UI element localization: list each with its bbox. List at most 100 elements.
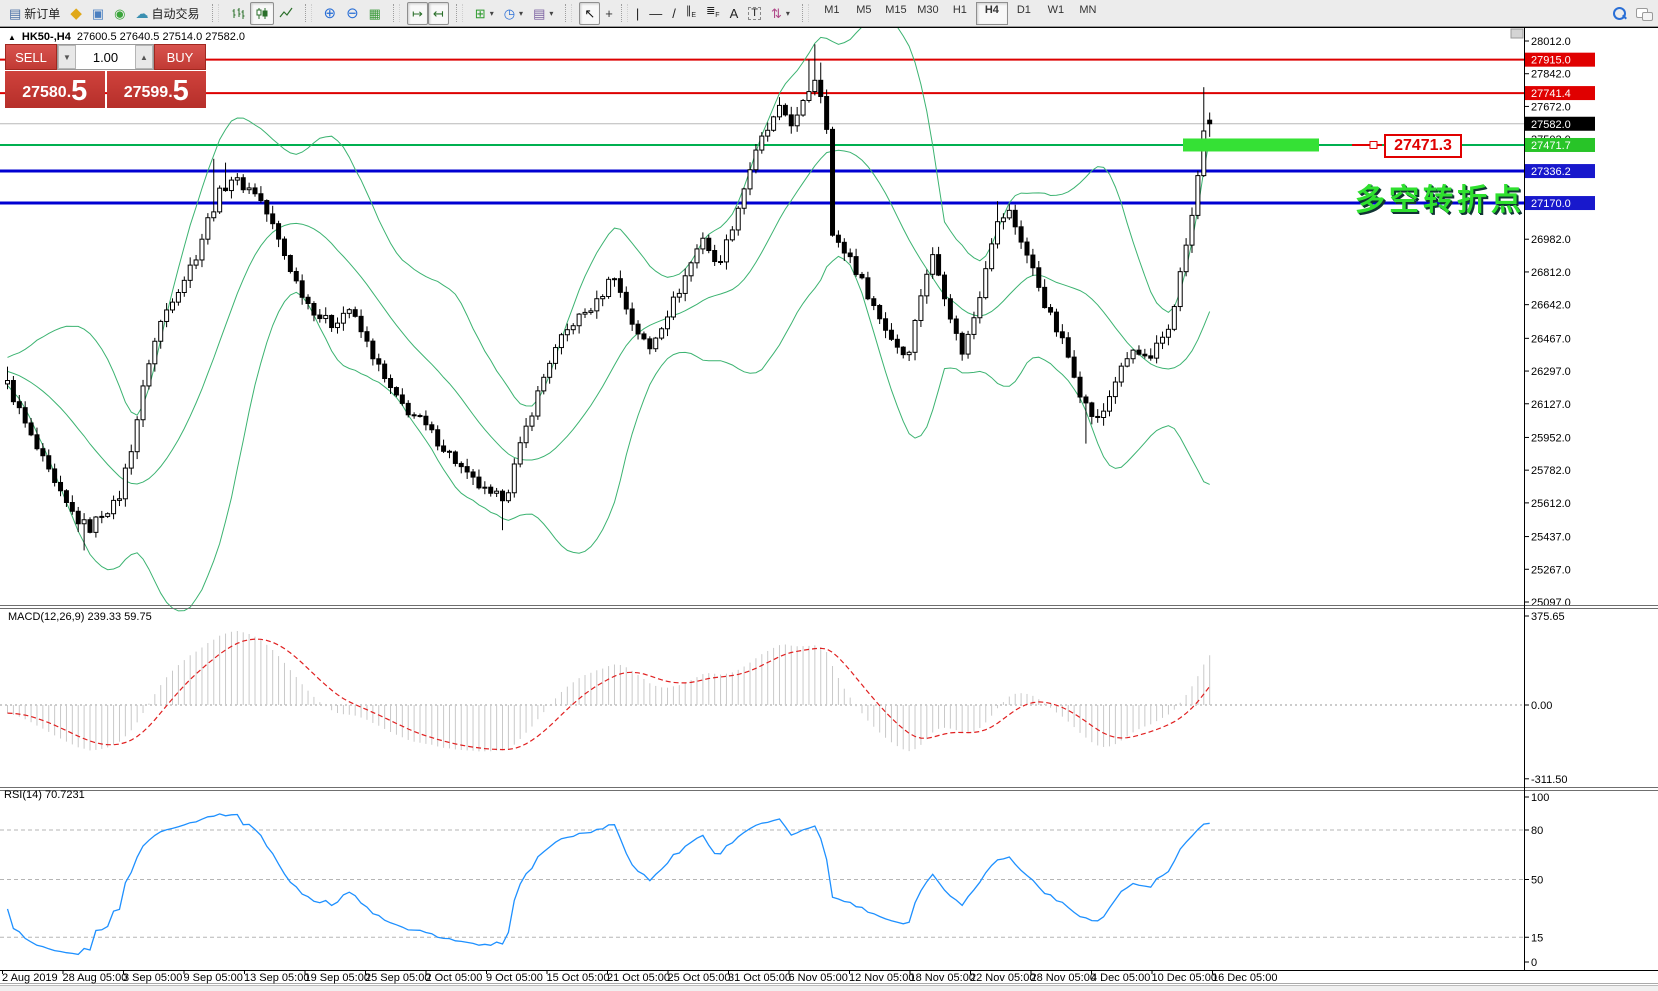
macd-histogram[interactable] (7, 631, 1211, 752)
svg-text:25952.0: 25952.0 (1531, 432, 1571, 444)
callout-anchor[interactable] (1369, 140, 1378, 149)
highlight-zone[interactable] (1183, 138, 1319, 152)
one-click-trade-panel: SELL ▼ 1.00 ▲ BUY 27580. 5 27599. 5 (5, 44, 206, 108)
chart-canvas[interactable]: 28012.027842.027672.027502.027332.027157… (0, 27, 1658, 991)
buy-price-display[interactable]: 27599. 5 (106, 71, 206, 108)
timeframe-M1[interactable]: M1 (824, 3, 840, 16)
trade-group: ▤ 新订单 ◆ ▣ ◉ ☁ 自动交易 (0, 0, 209, 27)
svg-text:26467.0: 26467.0 (1531, 333, 1571, 345)
time-axis-label: 12 Nov 05:00 (849, 972, 915, 984)
trend-line-icon: / (672, 5, 676, 21)
autotrading-icon: ☁ (135, 5, 149, 21)
templates-button[interactable]: ▤ ▾ (528, 2, 558, 25)
toolbar-grip (211, 4, 219, 22)
svg-text:26812.0: 26812.0 (1531, 267, 1571, 279)
time-axis-label: 22 Nov 05:00 (970, 972, 1036, 984)
timeframe-M5[interactable]: M5 (856, 3, 872, 16)
cursor-icon: ↖ (584, 5, 596, 21)
bar-chart-icon (232, 7, 245, 19)
timeframe-MN[interactable]: MN (1079, 3, 1097, 16)
timeframe-M30[interactable]: M30 (917, 3, 939, 16)
rsi-line[interactable] (6, 813, 1210, 956)
price-line-badge (1525, 116, 1595, 131)
sell-button[interactable]: SELL (5, 44, 57, 70)
time-axis-label: 13 Sep 05:00 (244, 972, 310, 984)
time-axis-label: 28 Nov 05:00 (1030, 972, 1096, 984)
trend-line-button[interactable]: / (667, 2, 681, 25)
toolbar-grip (565, 4, 573, 22)
zoom-out-button[interactable]: ⊖ (341, 2, 364, 25)
bollinger-band (7, 27, 1211, 416)
timeframe-D1[interactable]: D1 (1016, 3, 1031, 16)
auto-scroll-button[interactable]: ↦ (406, 1, 428, 25)
volume-increase-button[interactable]: ▲ (135, 45, 153, 69)
new-order-button[interactable]: ▤ 新订单 (4, 2, 65, 25)
sell-price-display[interactable]: 27580. 5 (5, 71, 105, 108)
chart-shift-icon: ↤ (432, 5, 444, 21)
horizontal-line-button[interactable]: — (644, 2, 667, 25)
tile-windows-icon: ▦ (368, 5, 381, 21)
time-axis-label: 10 Dec 05:00 (1151, 972, 1217, 984)
channel-button[interactable]: ∥E (681, 2, 701, 25)
svg-text:26297.0: 26297.0 (1531, 366, 1571, 378)
vertical-line-icon: | (635, 5, 640, 21)
text-icon: A (729, 5, 739, 21)
time-axis-label: 25 Oct 05:00 (667, 972, 731, 984)
chart-ohlc-values: 27600.5 27640.5 27514.0 27582.0 (76, 31, 246, 43)
candlestick-chart-button[interactable] (249, 1, 274, 25)
metaeditor-icon: ◆ (70, 4, 82, 22)
svg-text:25612.0: 25612.0 (1531, 498, 1571, 510)
chat-icon[interactable] (1636, 7, 1653, 21)
periods-button[interactable]: ◷ ▾ (499, 2, 528, 25)
time-axis-label: 2 Oct 05:00 (425, 972, 483, 984)
bar-chart-button[interactable] (226, 2, 250, 25)
metaeditor-button[interactable]: ◆ (65, 2, 87, 25)
svg-text:50: 50 (1531, 875, 1543, 887)
price-line-badge (1525, 196, 1595, 211)
svg-text:27170.0: 27170.0 (1531, 198, 1571, 210)
buy-button[interactable]: BUY (154, 44, 206, 70)
zoom-in-icon: ⊕ (323, 4, 337, 22)
svg-text:0.00: 0.00 (1531, 700, 1552, 712)
chart-shift-button[interactable]: ↤ (427, 1, 449, 25)
bollinger-band (7, 255, 1210, 612)
timeframe-W1[interactable]: W1 (1047, 3, 1065, 16)
volume-decrease-button[interactable]: ▼ (58, 45, 76, 69)
arrows-icon: ⇅ (770, 5, 782, 21)
candles-layer[interactable] (5, 44, 1213, 551)
tile-windows-button[interactable]: ▦ (364, 2, 386, 25)
price-line-badge (1525, 86, 1595, 101)
vertical-line-button[interactable]: | (631, 2, 644, 25)
signals-button[interactable]: ◉ (109, 2, 130, 25)
crosshair-button[interactable]: + (600, 2, 618, 25)
text-label-button[interactable]: T (743, 2, 766, 25)
equidistant-channel-icon: ∥E (685, 5, 697, 20)
terminal-button[interactable]: ▣ (87, 2, 109, 25)
zoom-out-icon: ⊖ (346, 4, 359, 22)
svg-text:25267.0: 25267.0 (1531, 564, 1571, 576)
horizontal-line-icon: — (649, 5, 663, 21)
splitter-handle[interactable] (1510, 28, 1524, 39)
arrows-button[interactable]: ⇅ ▾ (766, 2, 795, 25)
volume-value[interactable]: 1.00 (92, 49, 119, 65)
text-button[interactable]: A (725, 2, 744, 25)
chevron-down-icon: ▾ (549, 8, 554, 18)
buy-price-pip: 5 (172, 75, 189, 107)
indicators-button[interactable]: ⊞ ▾ (470, 2, 499, 25)
svg-text:26642.0: 26642.0 (1531, 300, 1571, 312)
cursor-button[interactable]: ↖ (579, 1, 601, 25)
timeframe-H4[interactable]: H4 (975, 1, 1008, 25)
autotrading-button[interactable]: ☁ 自动交易 (131, 2, 205, 25)
time-axis[interactable]: 2 Aug 2019 28 Aug 05:00 3 Sep 05:00 9 Sep 0… (0, 971, 1658, 985)
zoom-in-button[interactable]: ⊕ (319, 2, 342, 25)
timeframe-M15[interactable]: M15 (885, 3, 907, 16)
terminal-icon: ▣ (91, 5, 105, 21)
timeframe-H1[interactable]: H1 (952, 3, 967, 16)
line-chart-button[interactable] (274, 2, 298, 25)
svg-text:375.65: 375.65 (1531, 611, 1565, 623)
search-icon[interactable] (1613, 7, 1627, 20)
price-line-badge (1525, 52, 1595, 67)
fibonacci-button[interactable]: ≣F (701, 2, 725, 25)
collapse-triangle-icon[interactable]: ▲ (8, 32, 16, 42)
line-chart-icon (279, 7, 293, 17)
